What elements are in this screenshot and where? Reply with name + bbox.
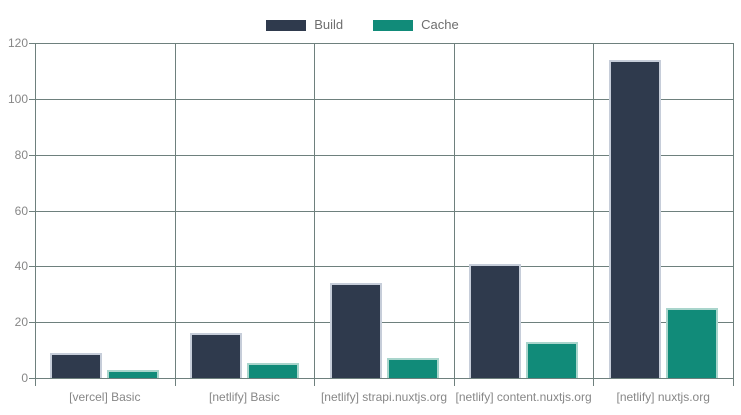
bar-build-netlify-strapi-nuxtjs-org[interactable] [329, 283, 382, 378]
legend-item-build[interactable]: Build [266, 17, 359, 33]
gridline-y-40 [35, 266, 733, 268]
chart-legend: Build Cache [0, 16, 741, 34]
x-axis-tick [174, 378, 176, 386]
gridline-x-boundary [733, 43, 734, 378]
bar-cache-netlify-nuxtjs-org[interactable] [665, 308, 718, 378]
gridline-x-boundary [593, 43, 595, 378]
x-axis-tick [35, 378, 36, 386]
x-axis-category-label: [netlify] Basic [209, 390, 280, 404]
y-axis-tick-label: 60 [14, 203, 28, 218]
legend-swatch-cache [373, 19, 414, 31]
x-axis-tick [733, 378, 734, 386]
bar-build-netlify-basic[interactable] [189, 333, 242, 378]
x-axis-category-label: [netlify] nuxtjs.org [616, 390, 710, 404]
x-axis-category-label: [netlify] content.nuxtjs.org [455, 390, 592, 404]
gridline-y-0 [35, 378, 733, 379]
y-axis-tick-label: 20 [14, 315, 28, 330]
bar-build-netlify-content-nuxtjs-org[interactable] [469, 263, 522, 378]
legend-swatch-build [266, 19, 307, 31]
gridline-y-100 [35, 98, 733, 100]
bar-build-vercel-basic[interactable] [50, 352, 103, 378]
gridline-x-boundary [453, 43, 455, 378]
legend-label: Build [314, 17, 344, 32]
bar-cache-vercel-basic[interactable] [107, 369, 160, 378]
gridline-y-60 [35, 210, 733, 212]
y-axis-tick-label: 100 [7, 91, 28, 106]
y-axis-tick-label: 0 [21, 371, 28, 385]
x-axis-category-label: [netlify] strapi.nuxtjs.org [320, 390, 448, 404]
gridline-x-boundary [35, 43, 36, 378]
x-axis-category-label: [vercel] Basic [69, 390, 141, 404]
bar-cache-netlify-basic[interactable] [246, 362, 299, 378]
bar-cache-netlify-content-nuxtjs-org[interactable] [526, 341, 579, 378]
y-axis-tick [29, 98, 35, 100]
legend-label: Cache [421, 17, 459, 32]
y-axis-tick-label: 40 [14, 259, 28, 274]
x-axis-tick [593, 378, 595, 386]
y-axis-tick-label: 80 [14, 147, 28, 162]
bar-build-netlify-nuxtjs-org[interactable] [608, 59, 661, 378]
gridline-y-80 [35, 154, 733, 156]
y-axis-tick [29, 322, 35, 324]
x-axis-tick [453, 378, 455, 386]
gridline-x-boundary [174, 43, 176, 378]
y-axis-tick [29, 210, 35, 212]
y-axis-tick [29, 154, 35, 156]
gridline-x-boundary [314, 43, 316, 378]
gridline-y-20 [35, 322, 733, 324]
bar-cache-netlify-strapi-nuxtjs-org[interactable] [386, 358, 439, 378]
y-axis-tick [29, 43, 35, 44]
y-axis-tick-label: 120 [7, 36, 28, 50]
gridline-y-120 [35, 43, 733, 44]
y-axis-tick [29, 266, 35, 268]
y-axis-tick [29, 378, 35, 379]
legend-item-cache[interactable]: Cache [373, 17, 475, 33]
x-axis-tick [314, 378, 316, 386]
